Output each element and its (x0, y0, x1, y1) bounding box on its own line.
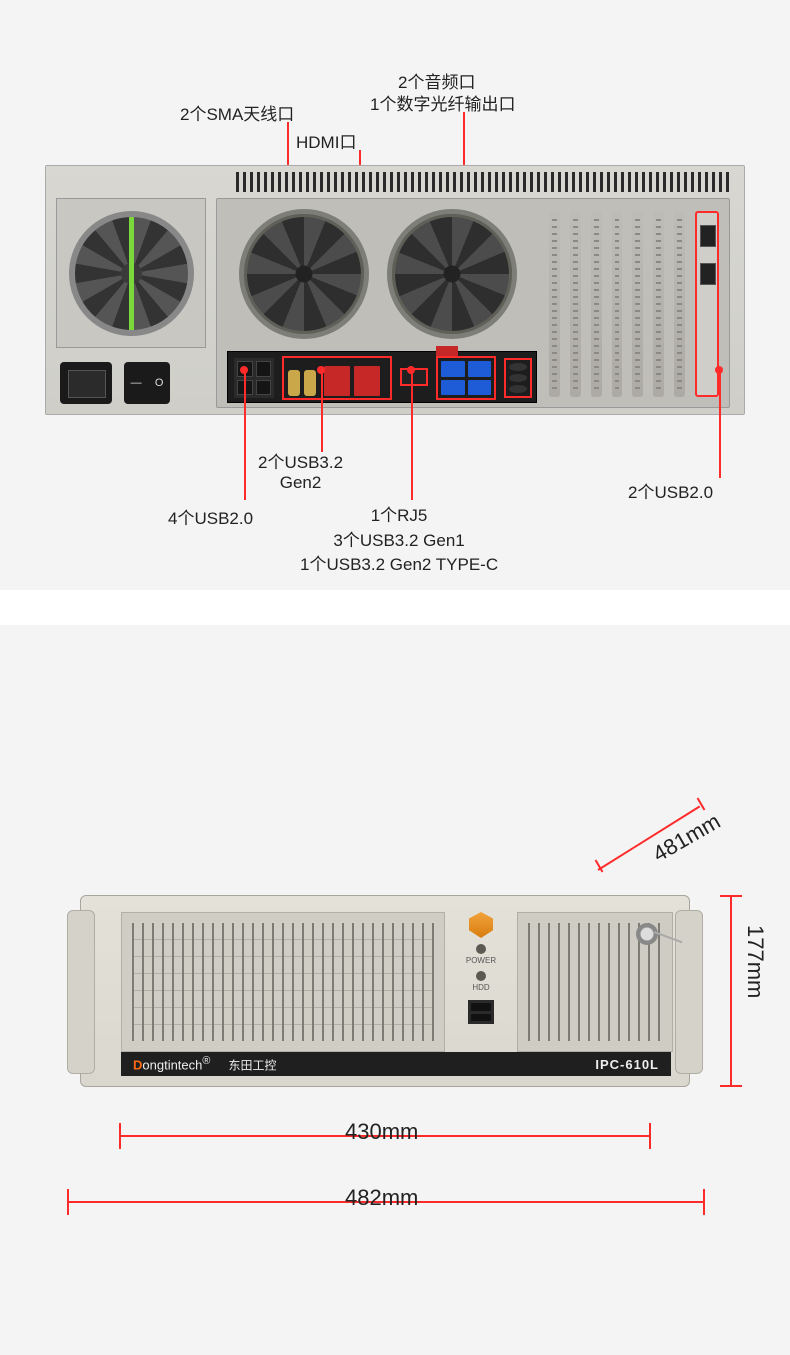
io-shield (227, 351, 537, 403)
callout-hdmi: HDMI口 (296, 128, 356, 153)
model-label: IPC-610L (595, 1057, 659, 1072)
brand-text: ongtintech (142, 1057, 202, 1072)
power-inlet (60, 362, 112, 404)
leader-usb20x4 (244, 370, 246, 500)
brand-cn: 东田工控 (228, 1058, 276, 1072)
power-led-icon (476, 944, 486, 954)
power-led-label: POWER (453, 956, 509, 965)
callout-sma: 2个SMA天线口 (180, 100, 294, 125)
dim-depth: 481mm (598, 825, 768, 895)
rack-handle (67, 910, 95, 1074)
case-fan-icon (239, 209, 369, 339)
usb32-gen1-x3-typec (436, 356, 496, 400)
brand-bar: Dongtintech® 东田工控 IPC-610L (121, 1052, 671, 1076)
front-usb-x2 (468, 1000, 494, 1024)
dim-width-inner-label: 430mm (345, 1119, 418, 1145)
front-grill-left (121, 912, 445, 1052)
callout-usb20x2: 2个USB2.0 (628, 478, 713, 503)
expansion-slots (549, 211, 719, 397)
dim-depth-label: 481mm (648, 808, 725, 867)
front-diagram: 481mm 177mm POWER HDD Dongtintech® (0, 625, 790, 1355)
keylock-icon (636, 923, 658, 945)
brand-prefix: D (133, 1057, 142, 1072)
psu-fan-icon (69, 211, 194, 336)
rj45-port (436, 346, 458, 356)
sma-port (288, 370, 300, 396)
hdd-led-label: HDD (453, 983, 509, 992)
usb32-gen2-x2 (324, 366, 380, 396)
highlight-sma-usb32g2 (282, 356, 392, 400)
chassis-front: POWER HDD Dongtintech® 东田工控 IPC-610L (80, 895, 690, 1087)
audio-optical-stack (504, 358, 532, 398)
leader-usb20x2 (719, 370, 721, 478)
front-controls: POWER HDD (453, 912, 509, 1052)
callout-usb32g2: 2个USB3.2 Gen2 (258, 448, 343, 493)
leader-usb32g2 (321, 370, 323, 452)
front-grill-right (517, 912, 673, 1052)
rear-diagram: 2个音频口 1个数字光纤输出口 2个SMA天线口 HDMI口 — O (0, 0, 790, 590)
callout-optical: 1个数字光纤输出口 (370, 90, 515, 115)
usb20-x4 (234, 358, 274, 398)
dim-height (730, 895, 732, 1087)
callout-rj45grp: 1个RJ5 3个USB3.2 Gen1 1个USB3.2 Gen2 TYPE-C (300, 504, 498, 578)
case-fan-icon (387, 209, 517, 339)
power-switch[interactable]: — O (124, 362, 170, 404)
rack-handle (675, 910, 703, 1074)
psu (56, 198, 206, 348)
dim-height-label: 177mm (742, 925, 768, 998)
io-area (216, 198, 730, 408)
chassis-rear: — O (45, 165, 745, 415)
leader-rj45grp (411, 370, 413, 500)
dim-width-outer-label: 482mm (345, 1185, 418, 1211)
hdd-led-icon (476, 971, 486, 981)
top-vent (236, 172, 730, 192)
warranty-badge-icon (469, 912, 493, 938)
sma-port (304, 370, 316, 396)
callout-usb20x4: 4个USB2.0 (168, 504, 253, 529)
